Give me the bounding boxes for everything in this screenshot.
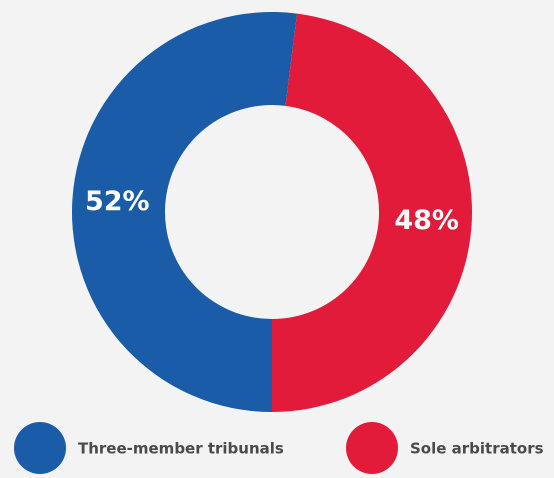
slice-label: 52% — [85, 186, 150, 217]
legend-label: Sole arbitrators — [410, 440, 544, 458]
legend-label: Three-member tribunals — [78, 440, 284, 458]
donut-slice — [272, 13, 473, 413]
donut-slice — [72, 11, 298, 412]
legend-swatch — [14, 422, 66, 474]
legend-swatch — [346, 422, 398, 474]
slice-label: 48% — [394, 205, 459, 236]
